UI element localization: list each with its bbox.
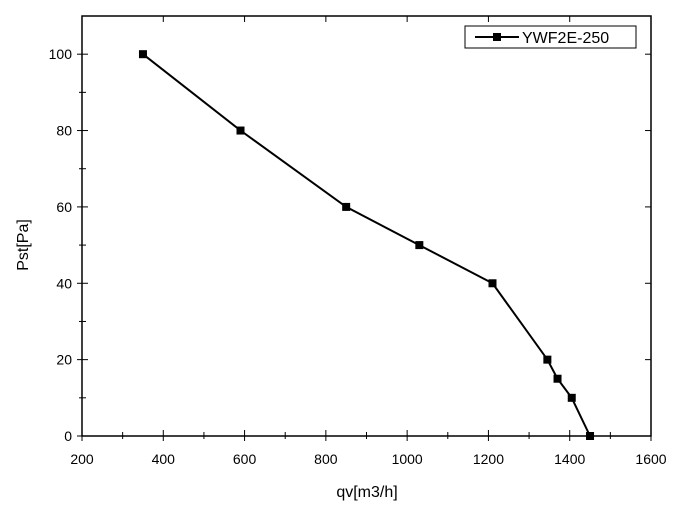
x-tick-label: 200 bbox=[70, 451, 94, 467]
legend: YWF2E-250 bbox=[464, 25, 637, 49]
y-tick-label: 20 bbox=[56, 352, 72, 368]
axis-ticks-layer: 200 400 600 800 1000 1200 1400 1600 0 20 40 60 80 100 bbox=[49, 16, 667, 467]
data-point-marker bbox=[236, 126, 245, 135]
y-tick-label: 80 bbox=[56, 123, 72, 139]
data-point-marker bbox=[415, 241, 424, 250]
legend-label: YWF2E-250 bbox=[522, 30, 609, 47]
y-tick-label: 0 bbox=[64, 428, 72, 444]
x-axis-label: qv[m3/h] bbox=[336, 484, 397, 501]
y-tick-label: 40 bbox=[56, 275, 72, 291]
data-point-marker bbox=[543, 355, 552, 364]
x-tick-label: 400 bbox=[152, 451, 176, 467]
x-tick-label: 1600 bbox=[635, 451, 666, 467]
series-layer bbox=[138, 50, 595, 440]
data-point-marker bbox=[586, 432, 595, 440]
legend-marker bbox=[493, 33, 501, 41]
data-point-marker bbox=[567, 393, 576, 402]
x-tick-label: 1200 bbox=[473, 451, 504, 467]
legend-box bbox=[464, 25, 637, 49]
y-tick-label: 60 bbox=[56, 199, 72, 215]
data-point-marker bbox=[342, 202, 351, 211]
x-tick-label: 800 bbox=[314, 451, 338, 467]
data-point-marker bbox=[488, 279, 497, 288]
x-tick-label: 1400 bbox=[554, 451, 585, 467]
plot-frame-layer bbox=[81, 15, 652, 437]
series-line bbox=[142, 53, 591, 437]
y-tick-label: 100 bbox=[49, 46, 73, 62]
data-point-marker bbox=[553, 374, 562, 383]
data-point-marker bbox=[138, 50, 147, 59]
y-axis-label: Pst[Pa] bbox=[15, 219, 32, 271]
x-tick-label: 1000 bbox=[392, 451, 423, 467]
x-tick-label: 600 bbox=[233, 451, 257, 467]
plot-area-border bbox=[81, 15, 652, 437]
